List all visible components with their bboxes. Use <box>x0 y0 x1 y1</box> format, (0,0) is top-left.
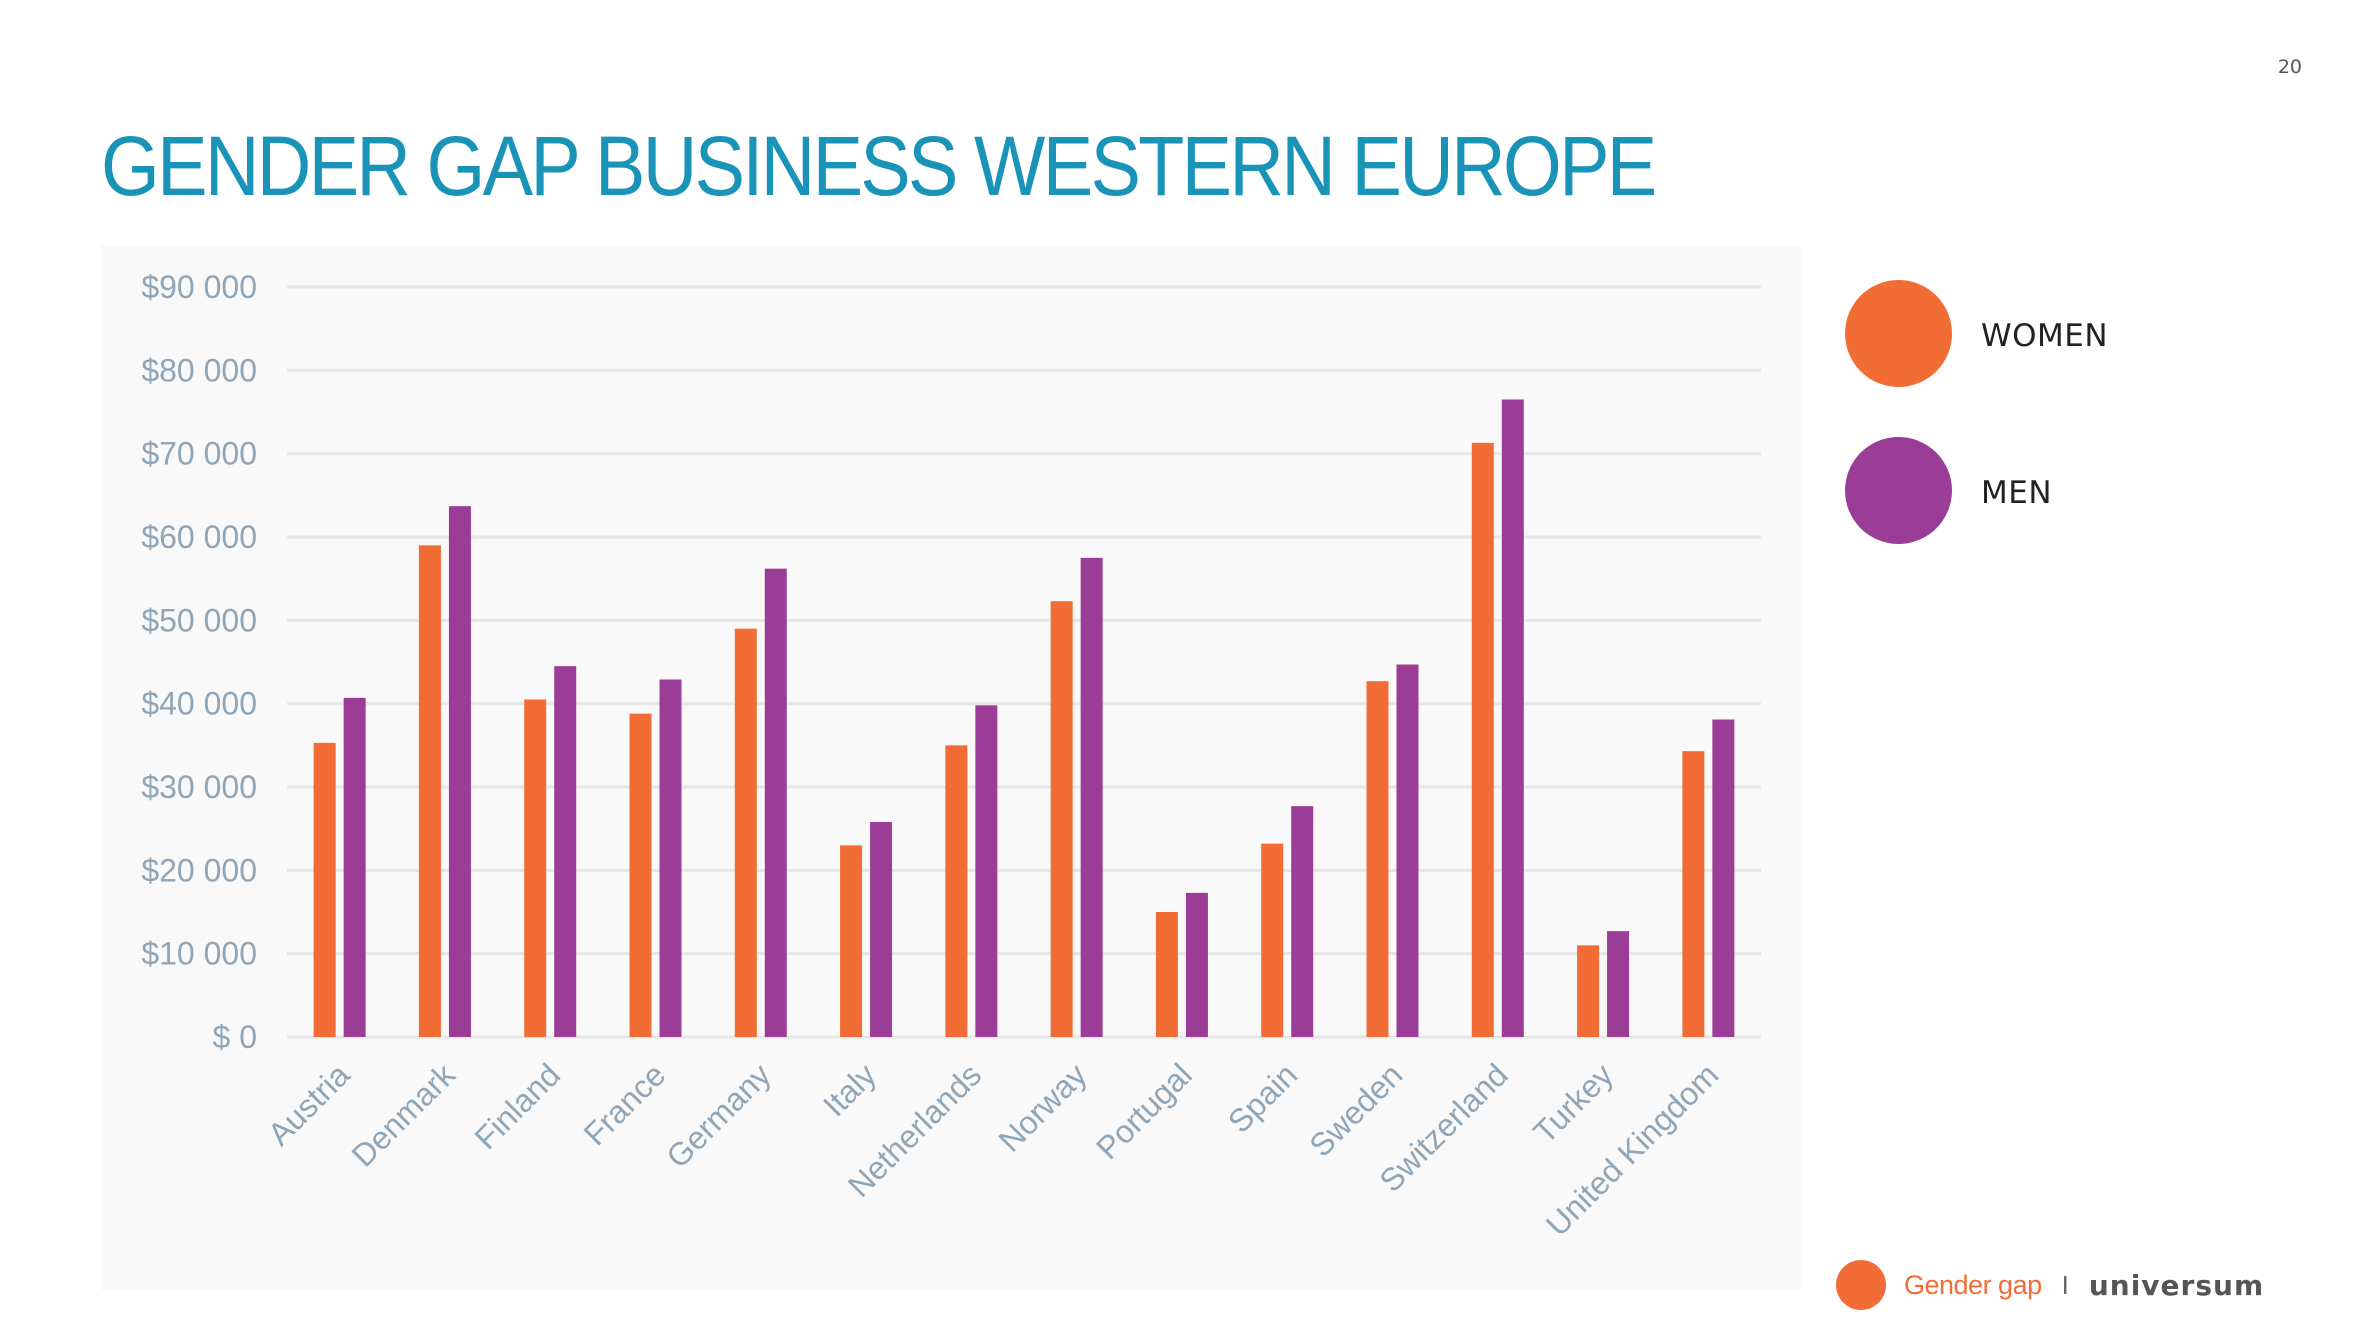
bar-chart: $90 000 $80 000 $70 000 $60 000 $50 000 $40 0… <box>141 269 1761 1243</box>
bar-women <box>418 545 441 1037</box>
bar-men <box>1080 557 1103 1037</box>
page-title: GENDER GAP BUSINESS WESTERN EUROPE <box>101 119 1657 213</box>
x-tick-label: Turkey <box>1526 1056 1620 1150</box>
bar-men <box>659 679 682 1037</box>
bar-men <box>1712 719 1735 1037</box>
bar-women <box>840 845 863 1037</box>
bar-men <box>1291 806 1314 1037</box>
x-tick-label: Germany <box>659 1056 778 1175</box>
footer-separator: I <box>2061 1269 2069 1300</box>
y-tick-label: $10 000 <box>141 936 257 972</box>
bar-men <box>448 506 471 1038</box>
bar-men <box>554 666 577 1037</box>
bar-men <box>870 822 893 1037</box>
bar-women <box>1577 945 1600 1037</box>
footer-dot-icon <box>1836 1260 1886 1310</box>
bar-women <box>524 699 547 1037</box>
legend-label-men: MEN <box>1981 475 2053 511</box>
x-tick-label: Spain <box>1221 1056 1304 1139</box>
bar-women <box>945 745 968 1037</box>
bar-women <box>1366 681 1389 1037</box>
footer: Gender gap I universum <box>1836 1260 2264 1310</box>
y-tick-label: $80 000 <box>141 352 257 388</box>
chart-panel: $90 000 $80 000 $70 000 $60 000 $50 000 $40 0… <box>101 245 1801 1290</box>
x-tick-label: Portugal <box>1089 1056 1199 1166</box>
bar-women <box>1471 442 1494 1037</box>
bar-women <box>1682 751 1705 1037</box>
brand-logo: universum <box>2088 1268 2265 1302</box>
bar-women <box>1050 601 1073 1037</box>
bar-men <box>343 697 366 1037</box>
y-tick-label: $50 000 <box>141 602 257 638</box>
bar-men <box>975 705 998 1037</box>
x-tick-label: Norway <box>991 1056 1093 1158</box>
y-tick-label: $30 000 <box>141 769 257 805</box>
x-tick-label: Denmark <box>345 1056 463 1174</box>
bar-men <box>1501 399 1524 1037</box>
x-tick-label: Sweden <box>1302 1056 1409 1163</box>
legend-swatch-men <box>1845 437 1952 544</box>
y-tick-label: $20 000 <box>141 852 257 888</box>
x-tick-label: France <box>577 1056 673 1152</box>
x-tick-label: Austria <box>261 1056 357 1152</box>
y-tick-label: $90 000 <box>141 269 257 305</box>
bar-men <box>764 568 787 1037</box>
y-tick-label: $40 000 <box>141 686 257 722</box>
footer-label: Gender gap <box>1904 1269 2042 1300</box>
legend-label-women: WOMEN <box>1981 318 2109 354</box>
bar-men <box>1396 664 1419 1037</box>
bar-women <box>1261 843 1284 1037</box>
bar-women <box>313 742 336 1037</box>
bar-women <box>629 713 652 1037</box>
legend-swatch-women <box>1845 280 1952 387</box>
bar-women <box>734 628 757 1037</box>
page-number: 20 <box>2277 56 2302 78</box>
x-tick-label: Italy <box>816 1056 883 1123</box>
bar-women <box>1155 912 1178 1037</box>
y-tick-label: $60 000 <box>141 519 257 555</box>
y-tick-label: $70 000 <box>141 436 257 472</box>
bar-men <box>1185 892 1208 1037</box>
y-tick-label: $ 0 <box>213 1019 257 1055</box>
x-tick-label: Finland <box>467 1056 567 1156</box>
bar-men <box>1607 931 1630 1037</box>
